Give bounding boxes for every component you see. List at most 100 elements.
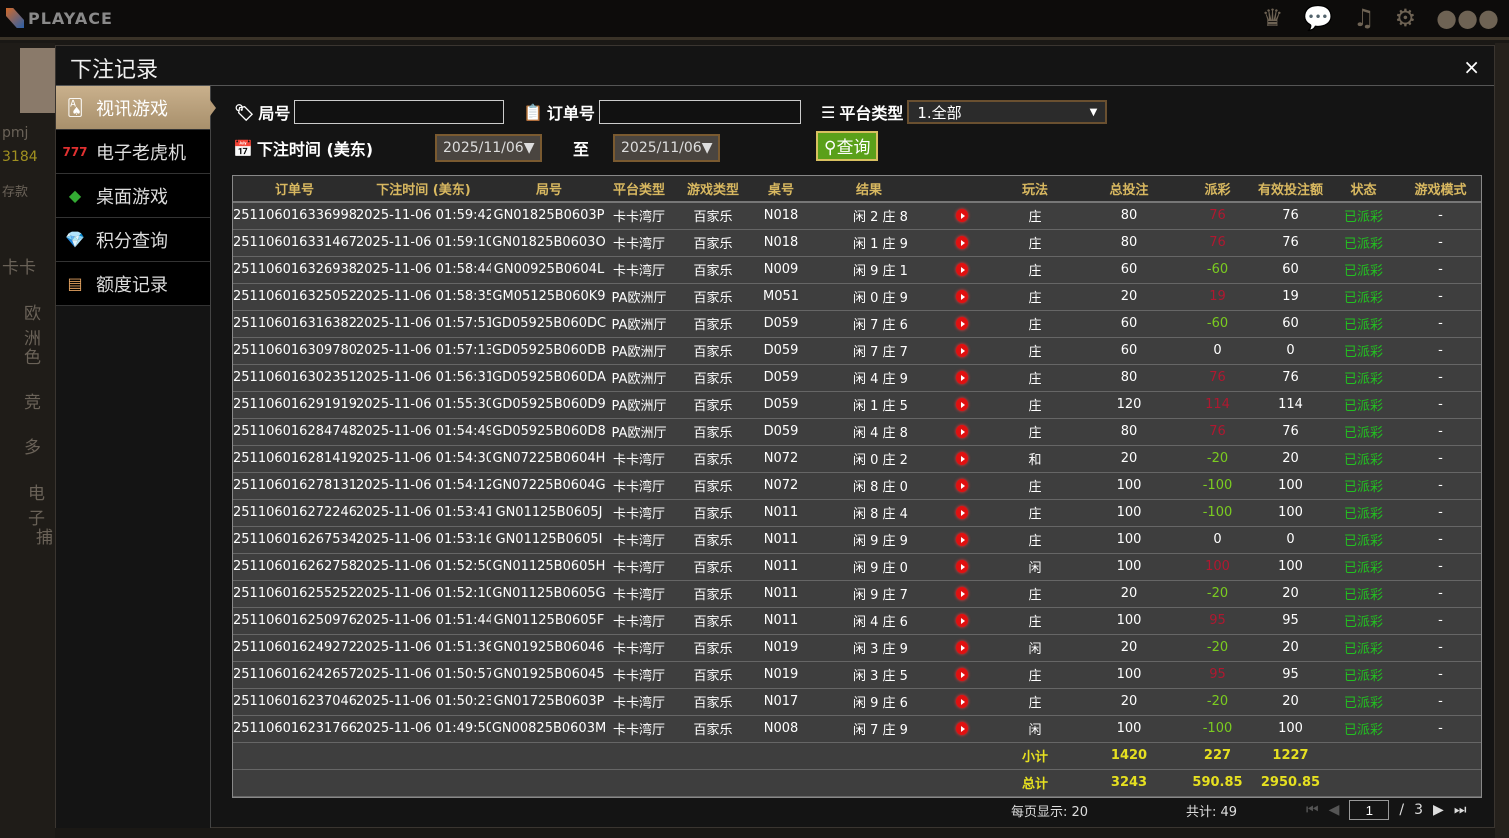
cell-platform: PA欧洲厅 bbox=[607, 418, 671, 446]
top-bar: PLAYACE ♛ 💬 ♫ ⚙ ●●● bbox=[0, 0, 1509, 40]
cell-platform: 卡卡湾厅 bbox=[607, 580, 671, 608]
play-replay-icon[interactable] bbox=[956, 722, 968, 735]
cell-valid-bet: 0 bbox=[1254, 337, 1327, 365]
cell-status: 已派彩 bbox=[1327, 607, 1400, 635]
order-input[interactable] bbox=[598, 100, 801, 124]
platform-select[interactable]: 1.全部 ▼ bbox=[907, 100, 1108, 124]
music-icon[interactable]: ♫ bbox=[1353, 4, 1375, 32]
cell-order-id: 251106016281419 bbox=[233, 445, 356, 473]
cell-replay[interactable] bbox=[931, 337, 993, 365]
table-row: 251106016262758 2025-11-06 01:52:50 GN0112… bbox=[233, 553, 1481, 581]
cell-replay[interactable] bbox=[931, 256, 993, 284]
cell-valid-bet: 60 bbox=[1254, 310, 1327, 338]
diamond-icon: 💎 bbox=[65, 230, 85, 249]
cell-replay[interactable] bbox=[931, 418, 993, 446]
cell-order-id: 251106016316382 bbox=[233, 310, 356, 338]
play-replay-icon[interactable] bbox=[956, 560, 968, 573]
cell-table-id: D059 bbox=[755, 337, 807, 365]
cell-replay[interactable] bbox=[931, 310, 993, 338]
query-button[interactable]: ⚲查询 bbox=[816, 131, 879, 161]
play-replay-icon[interactable] bbox=[956, 290, 968, 303]
cell-bet-type: 庄 bbox=[993, 580, 1077, 608]
cell-game-mode: - bbox=[1400, 445, 1481, 473]
play-replay-icon[interactable] bbox=[956, 506, 968, 519]
play-replay-icon[interactable] bbox=[956, 371, 968, 384]
round-input[interactable] bbox=[294, 100, 505, 124]
cell-replay[interactable] bbox=[931, 472, 993, 500]
cell-replay[interactable] bbox=[931, 445, 993, 473]
platform-value: 1.全部 bbox=[917, 103, 962, 122]
cell-replay[interactable] bbox=[931, 526, 993, 554]
cell-game-type: 百家乐 bbox=[671, 256, 755, 284]
play-replay-icon[interactable] bbox=[956, 344, 968, 357]
nav-item-credit-records[interactable]: ▤ 额度记录 bbox=[56, 262, 210, 306]
nav-item-slots[interactable]: 777 电子老虎机 bbox=[56, 130, 210, 174]
play-replay-icon[interactable] bbox=[956, 317, 968, 330]
message-icon[interactable]: ●●● bbox=[1436, 4, 1499, 32]
cell-replay[interactable] bbox=[931, 715, 993, 743]
nav-item-points[interactable]: 💎 积分查询 bbox=[56, 218, 210, 262]
subtotal-row: 小计 1420 227 1227 bbox=[233, 742, 1481, 770]
play-replay-icon[interactable] bbox=[956, 614, 968, 627]
category-nav: 🂡 视讯游戏 777 电子老虎机 ◆ 桌面游戏 💎 积分查询 ▤ 额度记录 bbox=[56, 86, 216, 828]
cell-bet-type: 庄 bbox=[993, 688, 1077, 716]
cell-bet-time: 2025-11-06 01:53:41 bbox=[356, 499, 491, 527]
cell-replay[interactable] bbox=[931, 634, 993, 662]
support-chat-icon[interactable]: 💬 bbox=[1303, 4, 1334, 32]
date-from-picker[interactable]: 2025/11/06▼ bbox=[435, 134, 543, 162]
cell-replay[interactable] bbox=[931, 688, 993, 716]
cell-game-mode: - bbox=[1400, 661, 1481, 689]
cell-table-id: N009 bbox=[755, 256, 807, 284]
cell-game-mode: - bbox=[1400, 499, 1481, 527]
cell-replay[interactable] bbox=[931, 391, 993, 419]
prev-page-icon[interactable]: ◀ bbox=[1328, 802, 1340, 818]
cell-replay[interactable] bbox=[931, 661, 993, 689]
play-replay-icon[interactable] bbox=[956, 695, 968, 708]
cell-platform: 卡卡湾厅 bbox=[607, 607, 671, 635]
play-replay-icon[interactable] bbox=[956, 236, 968, 249]
next-page-icon[interactable]: ▶ bbox=[1433, 802, 1444, 818]
play-replay-icon[interactable] bbox=[956, 479, 968, 492]
last-page-icon[interactable]: ⏭ bbox=[1453, 802, 1467, 818]
cards-icon: 🂡 bbox=[66, 98, 84, 117]
nav-item-table-games[interactable]: ◆ 桌面游戏 bbox=[56, 174, 210, 218]
cell-game-type: 百家乐 bbox=[671, 715, 755, 743]
cell-result: 闲 9 庄 9 bbox=[807, 526, 931, 554]
cell-replay[interactable] bbox=[931, 553, 993, 581]
play-replay-icon[interactable] bbox=[956, 452, 968, 465]
close-button[interactable]: × bbox=[1463, 55, 1480, 79]
play-replay-icon[interactable] bbox=[956, 668, 968, 681]
vip-icon[interactable]: ♛ bbox=[1261, 4, 1284, 32]
cell-result: 闲 8 庄 4 bbox=[807, 499, 931, 527]
cell-replay[interactable] bbox=[931, 229, 993, 257]
page-input[interactable] bbox=[1349, 800, 1390, 820]
cell-replay[interactable] bbox=[931, 499, 993, 527]
total-pages: 3 bbox=[1414, 802, 1424, 818]
date-to-picker[interactable]: 2025/11/06▼ bbox=[613, 134, 721, 162]
play-replay-icon[interactable] bbox=[956, 425, 968, 438]
cell-order-id: 251106016262758 bbox=[233, 553, 356, 581]
cell-total-bet: 100 bbox=[1077, 499, 1181, 527]
tag-icon: 🏷 bbox=[234, 102, 255, 122]
cell-order-id: 251106016267534 bbox=[233, 526, 356, 554]
cell-replay[interactable] bbox=[931, 607, 993, 635]
play-replay-icon[interactable] bbox=[956, 641, 968, 654]
cell-replay[interactable] bbox=[931, 364, 993, 392]
cell-valid-bet: 100 bbox=[1254, 499, 1327, 527]
cell-replay[interactable] bbox=[931, 283, 993, 311]
cell-result: 闲 7 庄 7 bbox=[807, 337, 931, 365]
table-row: 251106016326938 2025-11-06 01:58:44 GN0092… bbox=[233, 256, 1481, 284]
play-replay-icon[interactable] bbox=[956, 398, 968, 411]
play-replay-icon[interactable] bbox=[956, 587, 968, 600]
cell-order-id: 251106016291919 bbox=[233, 391, 356, 419]
play-replay-icon[interactable] bbox=[956, 533, 968, 546]
cell-replay[interactable] bbox=[931, 202, 993, 230]
first-page-icon[interactable]: ⏮ bbox=[1306, 802, 1319, 818]
gear-icon[interactable]: ⚙ bbox=[1394, 4, 1417, 32]
nav-item-live-games[interactable]: 🂡 视讯游戏 bbox=[56, 86, 216, 130]
play-replay-icon[interactable] bbox=[956, 209, 968, 223]
play-replay-icon[interactable] bbox=[956, 263, 968, 276]
cell-replay[interactable] bbox=[931, 580, 993, 608]
bg-item: 捕 bbox=[36, 528, 53, 548]
deposit-link[interactable]: 存款 bbox=[2, 185, 29, 200]
